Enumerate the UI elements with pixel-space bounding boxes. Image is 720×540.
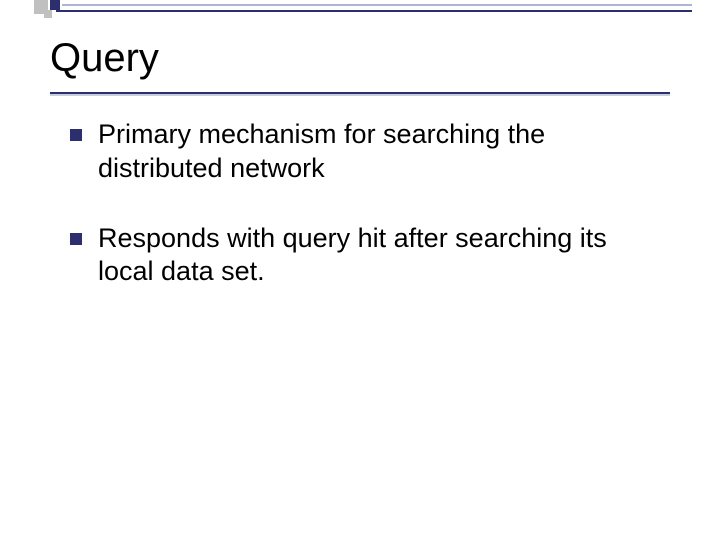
deco-line-1 [56, 10, 692, 12]
deco-square-2 [44, 10, 52, 18]
bullet-text: Responds with query hit after searching … [98, 222, 660, 290]
list-item: Responds with query hit after searching … [70, 222, 660, 290]
list-item: Primary mechanism for searching the dist… [70, 118, 660, 186]
bullet-square-icon [70, 129, 82, 141]
bullet-text: Primary mechanism for searching the dist… [98, 118, 660, 186]
header-decoration [0, 0, 720, 18]
deco-line-0 [62, 4, 692, 6]
slide-title: Query [50, 36, 159, 81]
deco-square-1 [50, 0, 60, 10]
bullet-square-icon [70, 233, 82, 245]
slide-body: Primary mechanism for searching the dist… [70, 118, 660, 325]
title-underline-shadow [50, 94, 670, 96]
